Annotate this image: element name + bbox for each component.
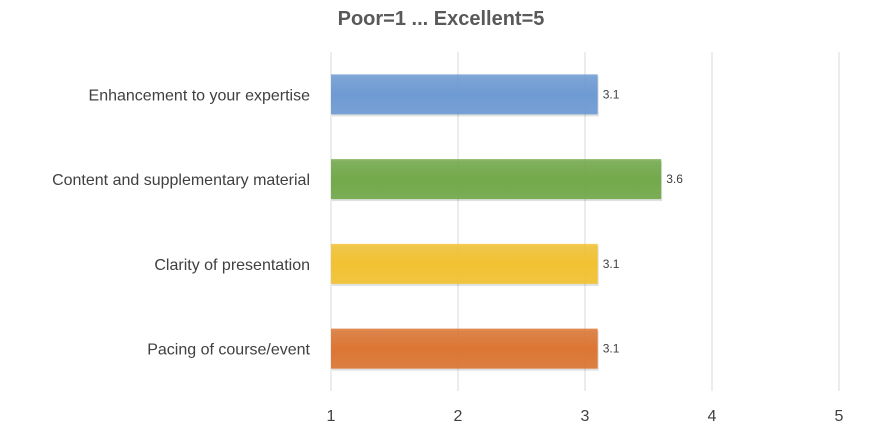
bar bbox=[331, 243, 598, 284]
chart-title: Poor=1 ... Excellent=5 bbox=[337, 8, 545, 30]
x-tick-label: 2 bbox=[454, 408, 463, 425]
category-label: Clarity of presentation bbox=[154, 257, 310, 274]
data-label: 3.1 bbox=[603, 342, 620, 356]
x-tick-label: 1 bbox=[327, 408, 336, 425]
category-label: Enhancement to your expertise bbox=[89, 87, 311, 104]
x-tick-label: 5 bbox=[835, 408, 844, 425]
bar bbox=[331, 328, 598, 369]
bar bbox=[331, 159, 662, 200]
data-label: 3.1 bbox=[603, 257, 620, 271]
category-label: Content and supplementary material bbox=[52, 172, 310, 189]
x-tick-label: 4 bbox=[708, 408, 717, 425]
data-label: 3.6 bbox=[666, 172, 683, 186]
bar bbox=[331, 74, 598, 115]
data-label: 3.1 bbox=[603, 87, 620, 101]
x-tick-label: 3 bbox=[581, 408, 590, 425]
category-label: Pacing of course/event bbox=[147, 342, 310, 359]
